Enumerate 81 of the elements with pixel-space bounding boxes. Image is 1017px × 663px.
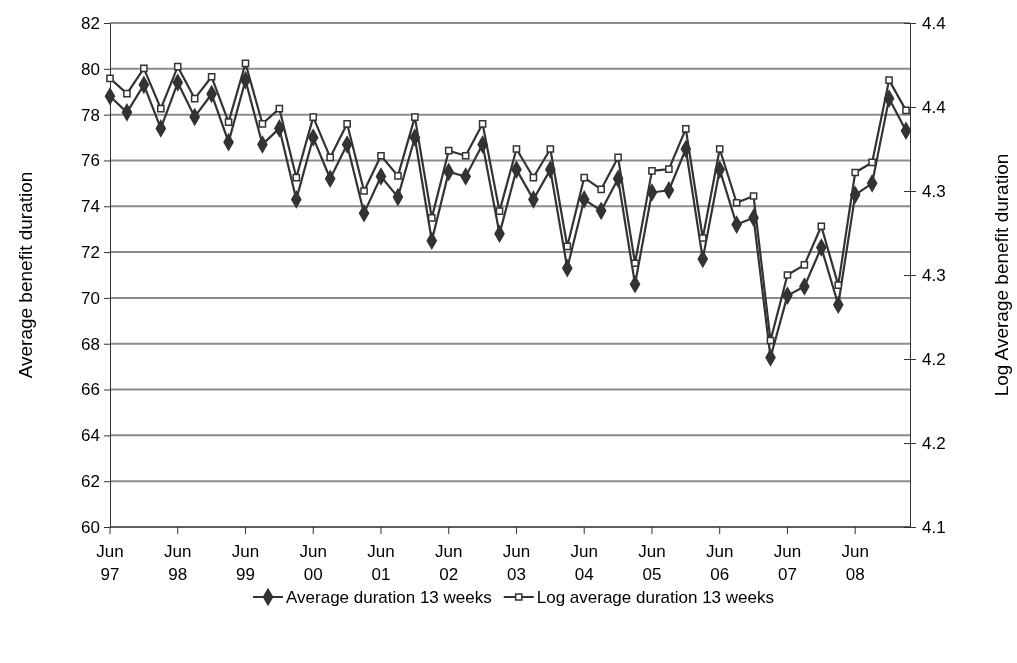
point (580, 173, 589, 182)
point (478, 119, 487, 128)
point (563, 242, 572, 251)
y-tick-label: 64 (81, 426, 100, 446)
point (682, 125, 690, 133)
point (597, 185, 605, 194)
y2-tick-label: 4.3 (922, 181, 946, 201)
y2-tick-label: 4.4 (922, 97, 946, 117)
x-tick-label: Jun 03 (502, 542, 531, 584)
point (732, 198, 741, 207)
y-tick-label: 80 (81, 59, 100, 79)
point (309, 113, 318, 121)
y-tick-label: 70 (81, 288, 100, 308)
point (123, 89, 131, 98)
x-tick-label: Jun 04 (570, 542, 598, 584)
point (224, 118, 233, 126)
point (783, 271, 792, 279)
point (512, 145, 521, 153)
point (851, 168, 860, 177)
point (885, 76, 893, 84)
y2-tick-label: 4.4 (922, 13, 946, 33)
point (173, 62, 182, 71)
point (241, 59, 250, 68)
point (546, 145, 555, 153)
y-tick-label: 66 (81, 380, 100, 400)
point (427, 214, 436, 222)
point (834, 281, 843, 289)
point (207, 72, 216, 81)
y-tick-label: 72 (81, 243, 100, 263)
point (360, 187, 368, 195)
point (698, 234, 707, 242)
point (631, 259, 639, 268)
point (156, 104, 165, 113)
point (902, 106, 910, 115)
point (868, 158, 876, 167)
y-tick-label: 74 (81, 197, 100, 217)
point (258, 119, 267, 128)
y2-axis-title: Log Average benefit duration (991, 153, 1013, 397)
point (292, 173, 301, 182)
point (394, 172, 402, 180)
y2-tick-label: 4.2 (922, 433, 946, 453)
point (817, 222, 826, 231)
y-tick-label: 76 (81, 151, 100, 171)
point (190, 94, 199, 103)
y2-tick-label: 4.3 (922, 265, 946, 285)
x-tick-label: Jun 01 (367, 542, 395, 584)
legend-label: Average duration 13 weeks (286, 588, 492, 607)
point (411, 113, 419, 121)
point (715, 145, 724, 153)
point (749, 192, 758, 200)
point (461, 151, 470, 160)
point (648, 167, 656, 175)
y-tick-label: 78 (81, 105, 100, 125)
point (665, 165, 673, 173)
x-tick-label: Jun 99 (231, 542, 260, 584)
y-tick-label: 82 (81, 13, 100, 33)
legend-label: Log average duration 13 weeks (536, 588, 774, 607)
y-axis-title: Average benefit duration (15, 171, 36, 379)
x-tick-label: Jun 08 (841, 542, 869, 584)
point (343, 119, 351, 128)
x-tick-label: Jun 02 (435, 542, 463, 584)
x-tick-label: Jun 07 (773, 542, 802, 584)
point (444, 146, 453, 155)
point (275, 104, 284, 113)
y-tick-label: 68 (81, 334, 100, 354)
y2-tick-label: 4.1 (922, 517, 946, 537)
x-tick-label: Jun 00 (299, 542, 327, 584)
x-tick-label: Jun 97 (96, 542, 124, 584)
x-tick-label: Jun 98 (164, 542, 192, 584)
point (377, 151, 385, 160)
x-tick-label: Jun 06 (705, 542, 734, 584)
point (326, 153, 334, 162)
point (614, 153, 622, 162)
y2-tick-label: 4.2 (922, 349, 946, 369)
y-tick-label: 60 (81, 517, 100, 537)
point (495, 207, 504, 215)
point (140, 64, 148, 73)
y-tick-label: 62 (81, 472, 100, 492)
x-tick-label: Jun 05 (638, 542, 666, 584)
point (106, 74, 114, 83)
point (800, 261, 809, 269)
